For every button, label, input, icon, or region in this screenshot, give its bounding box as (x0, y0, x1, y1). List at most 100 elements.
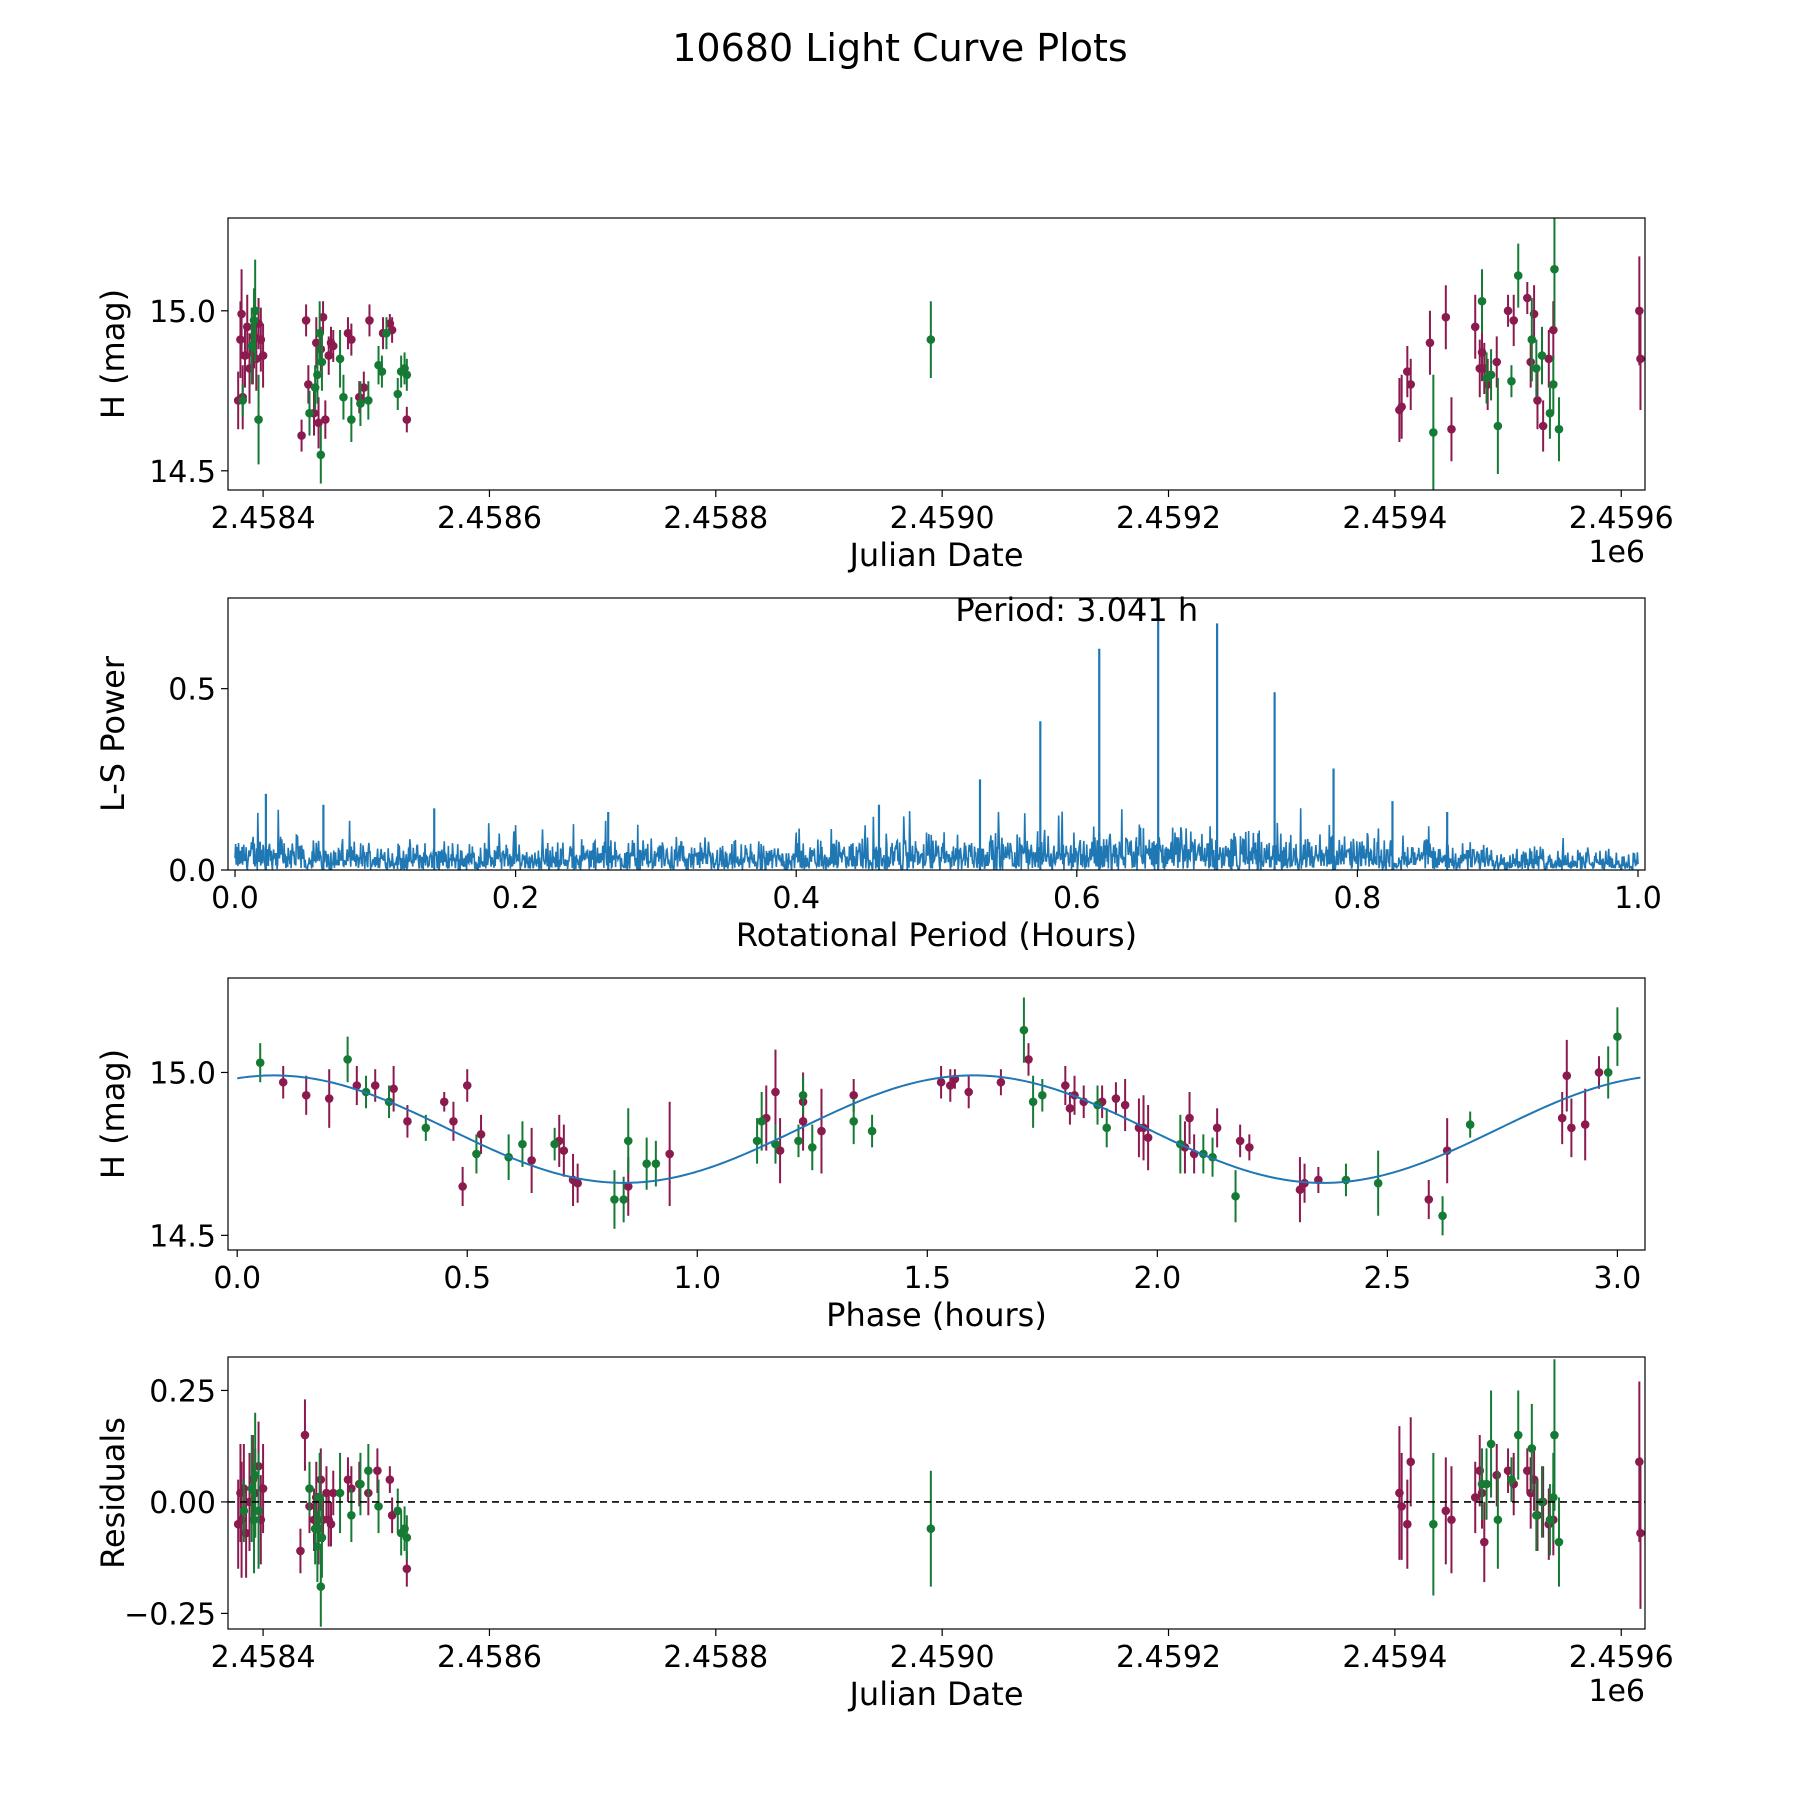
data-point (1567, 1123, 1576, 1133)
x-tick-label: 2.4590 (890, 1640, 995, 1675)
data-point (1635, 306, 1644, 316)
data-point (1522, 1466, 1532, 1476)
data-point (573, 1178, 582, 1188)
data-point (518, 1139, 527, 1149)
data-point (1406, 380, 1416, 389)
data-point (1533, 396, 1542, 405)
x-offset-label: 1e6 (1588, 1674, 1645, 1709)
x-tick-label: 2.4596 (1569, 1640, 1674, 1675)
data-point (1397, 402, 1406, 412)
x-tick-label: 2.4586 (437, 1640, 542, 1675)
x-tick-label: 2.4584 (211, 1640, 316, 1675)
x-tick-label: 2.4596 (1569, 501, 1674, 536)
data-point (249, 1515, 259, 1525)
data-point (359, 383, 369, 392)
data-point (1424, 1195, 1434, 1204)
data-point (251, 354, 261, 364)
data-point (619, 1195, 628, 1204)
data-point (402, 370, 412, 380)
axes-frame (227, 597, 1646, 871)
data-point (1120, 1100, 1130, 1110)
axes-frame (227, 1356, 1646, 1630)
data-point (1594, 1068, 1604, 1077)
data-point (794, 1136, 803, 1146)
data-point (926, 1524, 936, 1533)
data-point (462, 1081, 472, 1090)
data-point (324, 1094, 334, 1103)
x-axis-label: Julian Date (847, 536, 1023, 574)
data-point (1545, 1515, 1555, 1525)
model-fit-line (237, 1074, 1641, 1184)
data-point (1526, 357, 1535, 367)
data-point (1538, 421, 1548, 431)
data-point (1526, 1488, 1535, 1498)
x-offset-label: 1e6 (1588, 535, 1645, 570)
data-point (1403, 1519, 1412, 1529)
x-axis-label: Rotational Period (Hours) (736, 916, 1137, 954)
data-point (250, 306, 260, 316)
data-point (849, 1117, 858, 1126)
data-point (1295, 1185, 1305, 1195)
data-point (255, 1058, 265, 1067)
data-point (1549, 1493, 1558, 1502)
x-tick-label: 0.4 (772, 881, 820, 916)
data-point (1038, 1090, 1047, 1100)
data-point (1635, 1457, 1644, 1467)
data-point (1483, 380, 1492, 389)
data-point (1429, 1519, 1438, 1529)
data-point (449, 1117, 458, 1126)
data-point (1554, 424, 1564, 434)
data-point (313, 370, 322, 380)
axes-frame (227, 217, 1646, 491)
y-tick-label: 0.00 (149, 1486, 216, 1521)
data-point (393, 1506, 403, 1516)
panel-residuals: 2.4584 2.4586 2.4588 2.4590 2.4592 2.4594 2.45… (94, 1356, 1674, 1713)
data-point (1507, 376, 1516, 386)
data-point (867, 1126, 877, 1136)
data-point (316, 344, 326, 354)
data-point (1549, 380, 1558, 389)
data-point (757, 1117, 766, 1126)
data-point (343, 328, 353, 338)
data-point (439, 1097, 449, 1107)
data-point (1406, 1457, 1416, 1467)
data-point (382, 328, 391, 338)
data-point (250, 1470, 260, 1480)
data-point (1061, 1081, 1070, 1090)
y-axis-label: H (mag) (94, 1049, 132, 1179)
x-axis-label: Julian Date (847, 1675, 1023, 1713)
data-point (318, 312, 328, 322)
data-point (1522, 293, 1532, 303)
data-point (402, 1564, 412, 1574)
data-point (238, 396, 248, 405)
x-tick-label: 0.0 (213, 1261, 261, 1296)
data-point (374, 360, 383, 370)
plot-area (234, 598, 1639, 870)
data-point (296, 1546, 305, 1556)
series-green (255, 997, 1622, 1236)
data-point (1479, 1537, 1489, 1547)
data-point (1028, 1097, 1038, 1107)
data-point (1513, 1430, 1523, 1440)
data-point (1550, 1430, 1559, 1440)
y-tick-label: 0.5 (168, 673, 216, 708)
data-point (1477, 296, 1487, 306)
data-point (343, 1475, 353, 1484)
data-point (1235, 1136, 1245, 1146)
data-point (1636, 1528, 1645, 1538)
x-tick-label: 1.0 (673, 1261, 721, 1296)
data-point (1603, 1068, 1613, 1077)
series-green (239, 1359, 1564, 1627)
data-point (1441, 312, 1451, 322)
data-point (365, 316, 374, 325)
data-point (1492, 357, 1502, 367)
data-point (665, 1149, 674, 1159)
data-point (249, 316, 259, 325)
x-tick-label: 2.4588 (663, 1640, 768, 1675)
data-point (1557, 1113, 1567, 1123)
x-tick-label: 3.0 (1594, 1261, 1642, 1296)
data-point (311, 338, 321, 348)
data-point (239, 1506, 249, 1516)
data-point (1486, 1439, 1496, 1449)
data-point (946, 1081, 955, 1090)
